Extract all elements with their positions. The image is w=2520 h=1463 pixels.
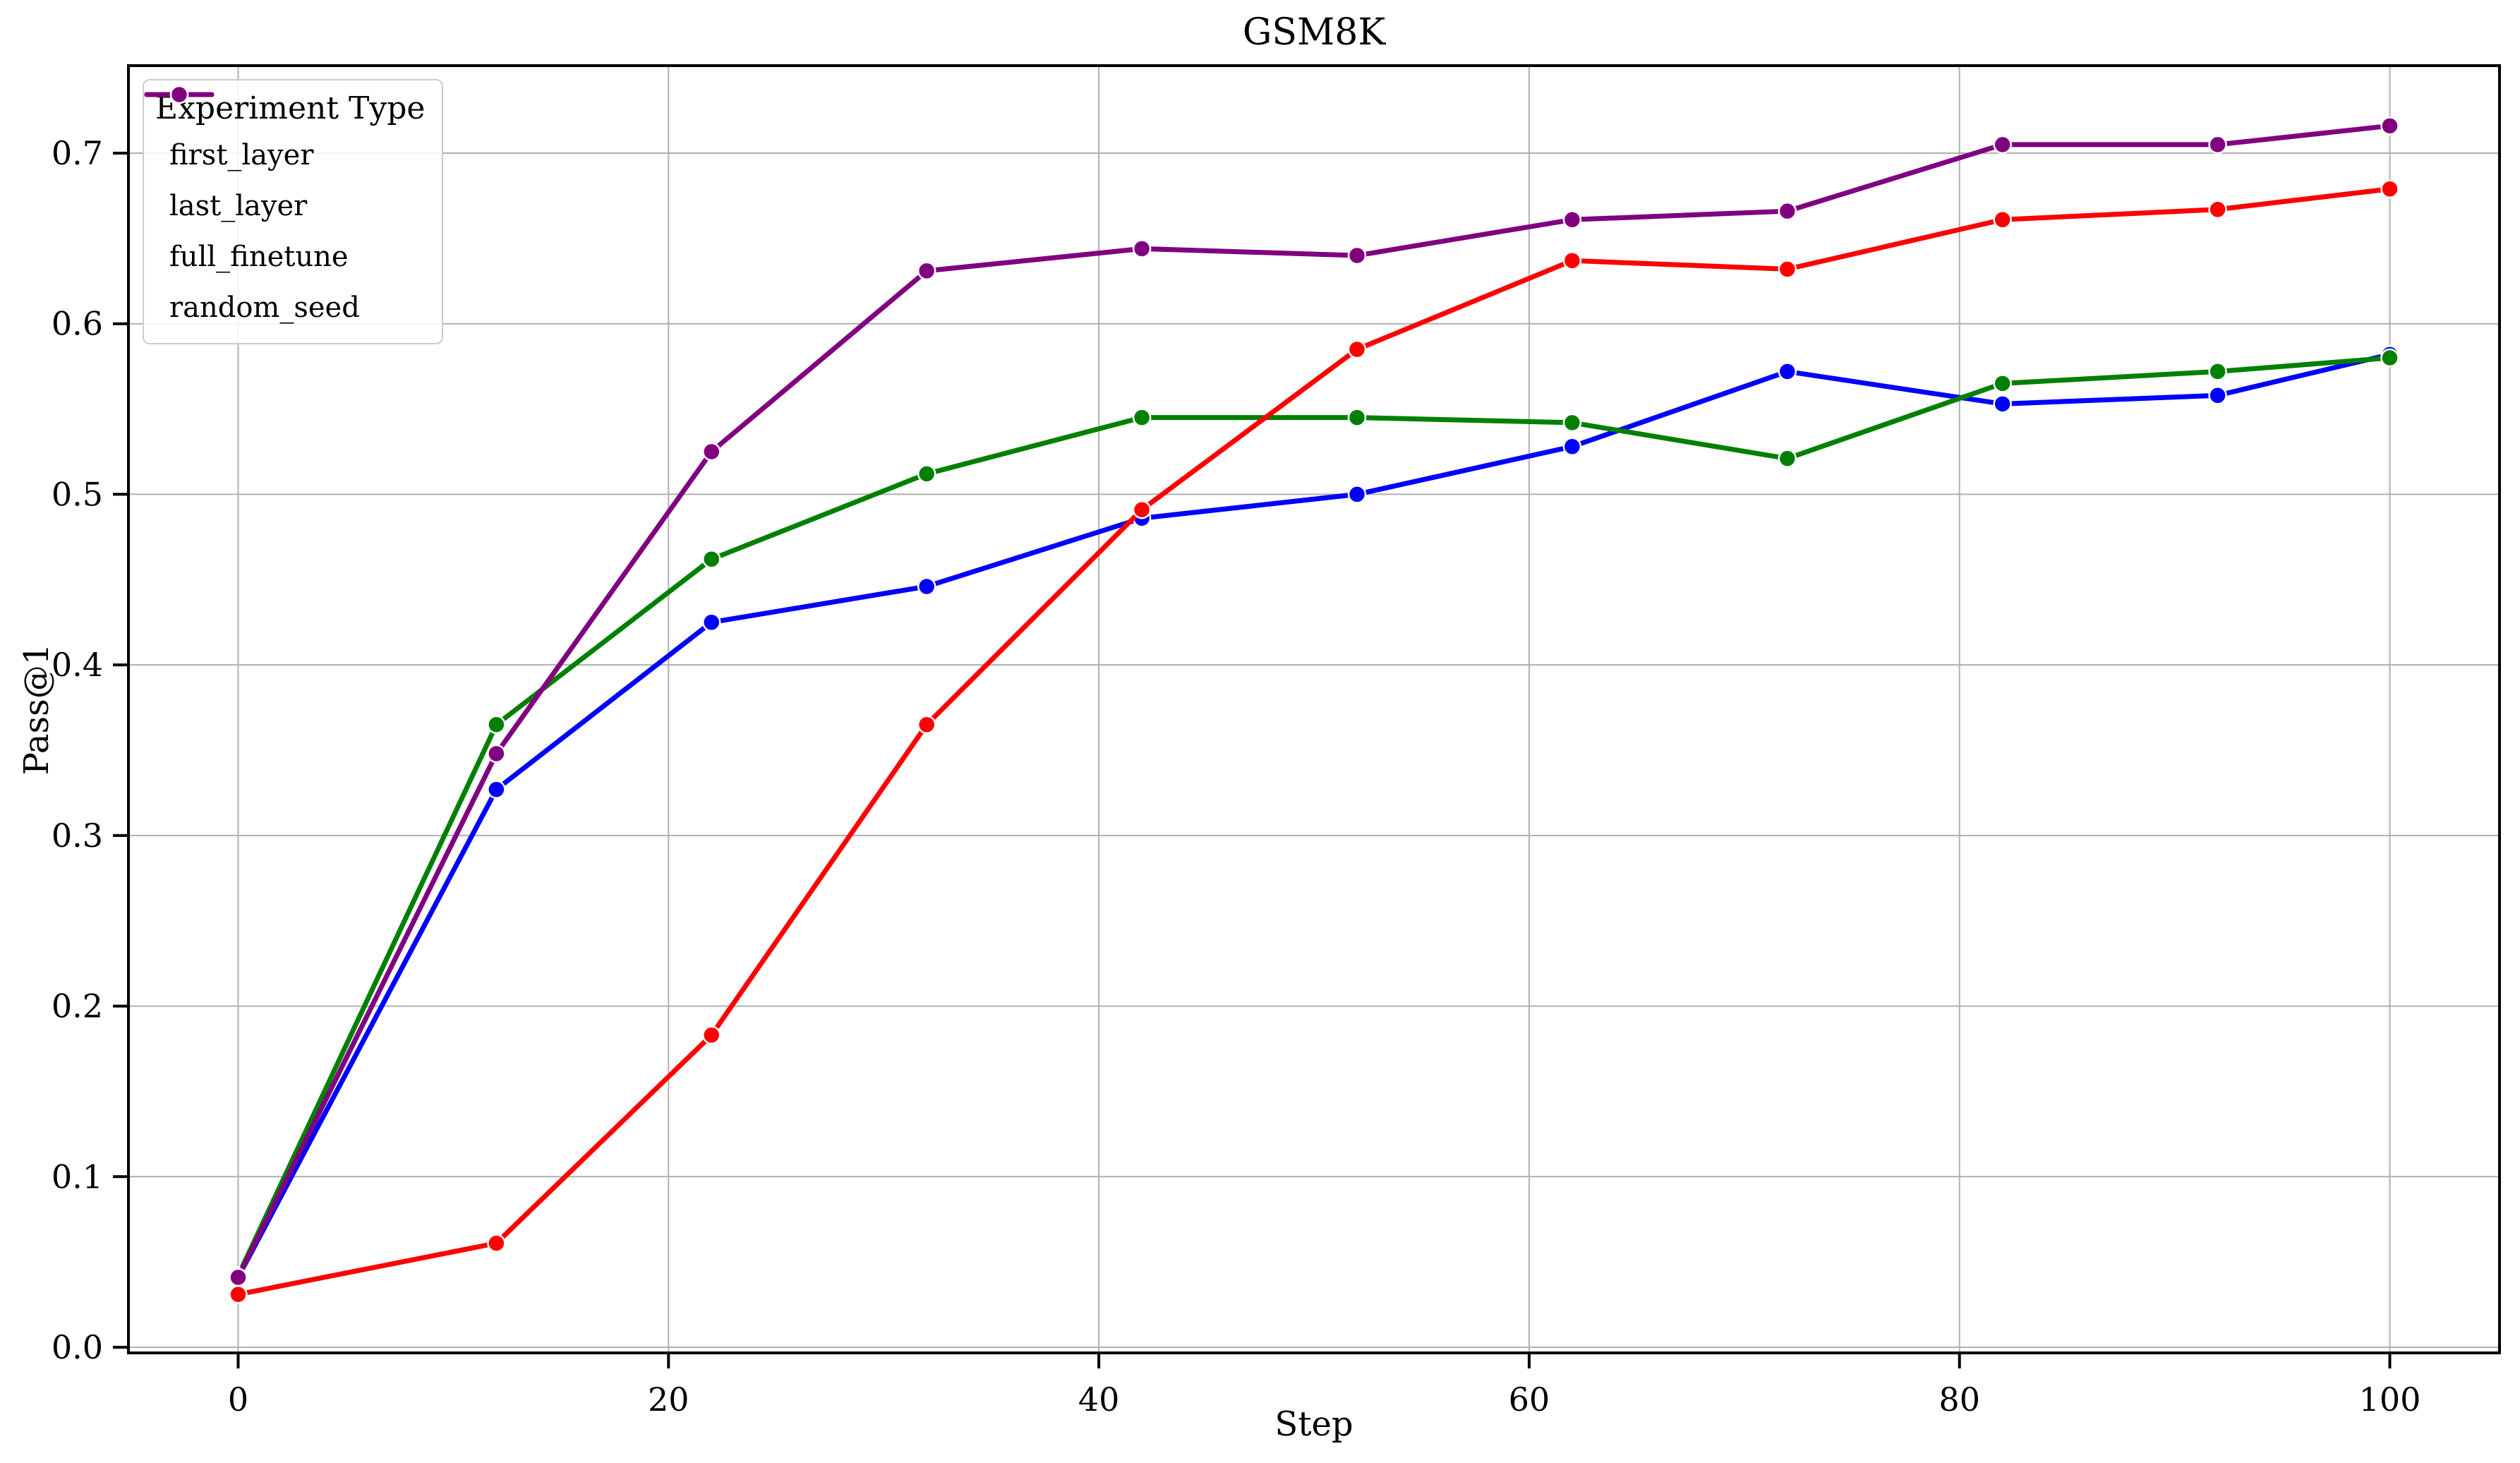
data-point-first_layer-62 bbox=[1562, 437, 1582, 457]
y-axis-label: Pass@1 bbox=[17, 643, 56, 776]
data-point-full_finetune-32 bbox=[917, 715, 936, 735]
y-tick-label: 0.5 bbox=[52, 475, 103, 513]
data-point-last_layer-42 bbox=[1132, 408, 1152, 427]
legend-sample-random_seed bbox=[144, 85, 215, 104]
series-line-last_layer bbox=[235, 355, 2393, 1279]
data-point-full_finetune-52 bbox=[1347, 339, 1367, 359]
y-tick-label: 0.4 bbox=[52, 646, 103, 684]
data-point-first_layer-92 bbox=[2208, 385, 2227, 405]
legend-label: random_seed bbox=[169, 291, 360, 324]
x-tick-label: 100 bbox=[2359, 1380, 2421, 1419]
y-tick-label: 0.2 bbox=[52, 987, 103, 1025]
data-point-last_layer-82 bbox=[1993, 374, 2012, 393]
data-point-full_finetune-42 bbox=[1132, 500, 1152, 519]
data-point-full_finetune-72 bbox=[1778, 260, 1797, 279]
legend-label: first_layer bbox=[169, 139, 314, 171]
x-tick-label: 20 bbox=[648, 1380, 689, 1419]
x-tick-label: 0 bbox=[228, 1380, 248, 1419]
data-point-random_seed-82 bbox=[1993, 135, 2012, 155]
data-point-last_layer-72 bbox=[1778, 449, 1797, 468]
y-tick-label: 0.6 bbox=[52, 305, 103, 343]
data-point-last_layer-32 bbox=[917, 464, 936, 483]
legend-marker-icon bbox=[169, 85, 189, 104]
chart-title: GSM8K bbox=[1242, 11, 1386, 54]
data-point-first_layer-82 bbox=[1993, 395, 2012, 414]
legend: Experiment Type first_layer last_layer ful… bbox=[143, 79, 444, 344]
data-point-random_seed-62 bbox=[1562, 210, 1582, 229]
data-point-last_layer-22 bbox=[702, 550, 721, 569]
x-axis-label: Step bbox=[1274, 1404, 1354, 1444]
data-point-full_finetune-82 bbox=[1993, 210, 2012, 229]
x-tick-label: 60 bbox=[1509, 1380, 1550, 1419]
data-point-random_seed-0 bbox=[229, 1268, 248, 1287]
plot-border bbox=[127, 64, 2501, 1354]
y-tick-label: 0.0 bbox=[52, 1328, 103, 1366]
legend-item-full_finetune: full_finetune bbox=[144, 85, 425, 282]
data-point-random_seed-92 bbox=[2208, 135, 2227, 155]
data-point-random_seed-72 bbox=[1778, 201, 1797, 221]
data-point-full_finetune-22 bbox=[702, 1025, 721, 1044]
y-tick-label: 0.7 bbox=[52, 134, 103, 172]
x-tick-label: 40 bbox=[1078, 1380, 1120, 1419]
data-point-first_layer-22 bbox=[702, 613, 721, 632]
data-point-full_finetune-62 bbox=[1562, 251, 1582, 270]
data-point-full_finetune-12 bbox=[487, 1234, 506, 1253]
data-point-first_layer-32 bbox=[917, 577, 936, 596]
data-point-last_layer-100 bbox=[2380, 348, 2399, 368]
legend-item-random_seed: random_seed bbox=[144, 85, 425, 333]
data-point-random_seed-12 bbox=[487, 744, 506, 764]
series-line-random_seed bbox=[235, 123, 2393, 1280]
data-point-random_seed-32 bbox=[917, 261, 936, 281]
data-point-first_layer-72 bbox=[1778, 362, 1797, 381]
data-point-last_layer-12 bbox=[487, 715, 506, 735]
series-line-first_layer bbox=[235, 351, 2393, 1280]
data-point-last_layer-62 bbox=[1562, 413, 1582, 433]
data-point-first_layer-12 bbox=[487, 780, 506, 799]
data-point-full_finetune-100 bbox=[2380, 179, 2399, 199]
data-point-random_seed-42 bbox=[1132, 239, 1152, 258]
data-point-random_seed-100 bbox=[2380, 116, 2399, 136]
data-point-last_layer-92 bbox=[2208, 362, 2227, 381]
legend-label: last_layer bbox=[169, 190, 308, 222]
data-point-random_seed-52 bbox=[1347, 246, 1367, 265]
legend-item-last_layer: last_layer bbox=[144, 85, 425, 231]
data-point-full_finetune-0 bbox=[229, 1284, 248, 1304]
data-point-last_layer-52 bbox=[1347, 408, 1367, 427]
data-point-full_finetune-92 bbox=[2208, 200, 2227, 219]
data-point-first_layer-52 bbox=[1347, 485, 1367, 504]
legend-item-first_layer: first_layer bbox=[144, 85, 425, 181]
data-point-random_seed-22 bbox=[702, 442, 721, 462]
x-tick-label: 80 bbox=[1939, 1380, 1980, 1419]
legend-label: full_finetune bbox=[169, 241, 349, 273]
y-tick-label: 0.3 bbox=[52, 817, 103, 855]
y-tick-label: 0.1 bbox=[52, 1157, 103, 1196]
